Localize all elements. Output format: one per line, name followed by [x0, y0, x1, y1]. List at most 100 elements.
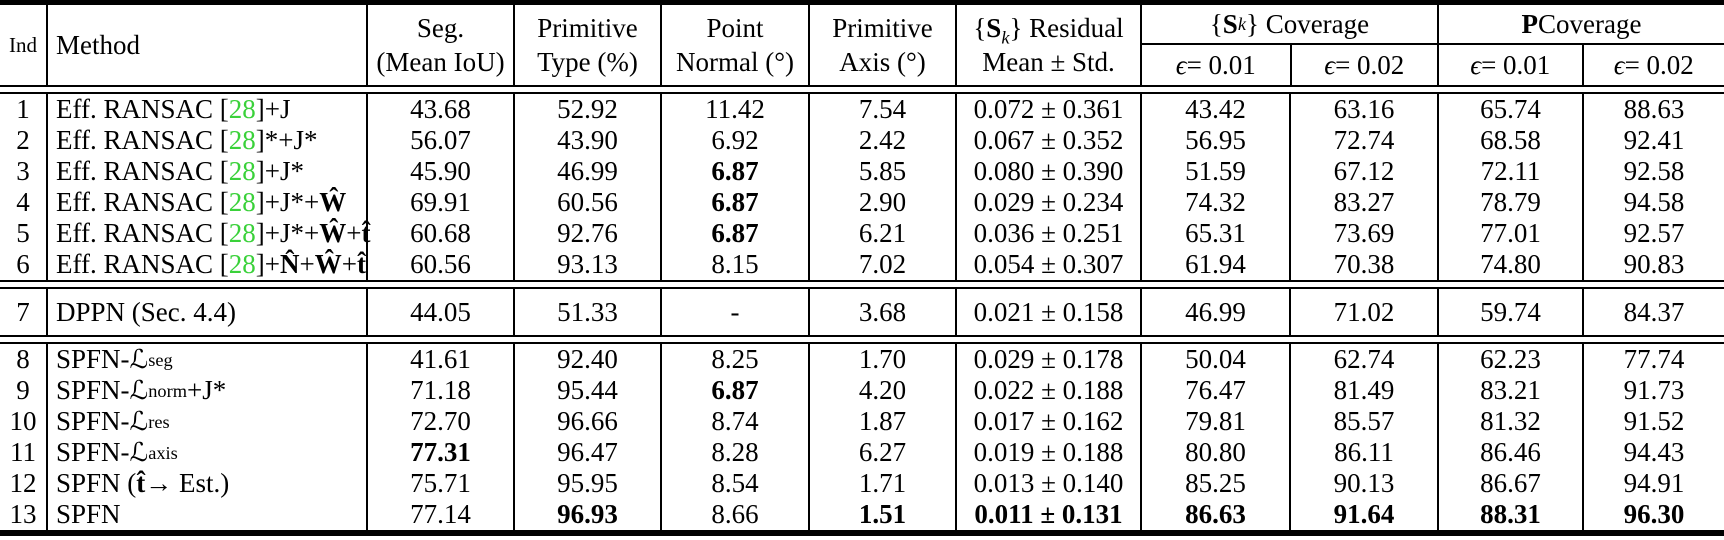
table-row: 7 DPPN (Sec. 4.4) 44.05 51.33-3.68 0.021 ± 0… [0, 289, 1724, 335]
cell-p-coverage-eps001: 88.31 [1437, 499, 1582, 530]
cell-p-coverage-eps002: 90.83 [1582, 249, 1724, 280]
cell-seg-mean-iou: 69.91 [366, 187, 513, 218]
column-group-p-coverage: P Coverage ϵ = 0.01 ϵ = 0.02 [1437, 5, 1724, 85]
header-body-separator-rule [0, 85, 1724, 94]
table-bottom-rule [0, 530, 1724, 536]
cell-method-name: Eff. RANSAC [28]+J*+ Ŵ + t̂ [46, 218, 370, 249]
section-separator-rule [0, 280, 1724, 289]
cell-sk-coverage-eps002: 83.27 [1289, 187, 1437, 218]
cell-sk-residual: 0.019 ± 0.188 [955, 437, 1140, 468]
cell-sk-residual: 0.022 ± 0.188 [955, 375, 1140, 406]
cell-sk-coverage-eps001: 76.47 [1140, 375, 1289, 406]
cell-seg-mean-iou: 72.70 [366, 406, 513, 437]
cell-sk-coverage-eps002: 67.12 [1289, 156, 1437, 187]
column-header-residual-line1: {Sk} Residual [973, 13, 1124, 48]
cell-primitive-type: 96.93 [513, 499, 660, 530]
cell-p-coverage-eps002: 84.37 [1582, 289, 1724, 335]
column-header-normal-line1: Point [706, 13, 764, 43]
cell-point-normal: 6.87 [660, 218, 808, 249]
cell-p-coverage-eps001: 77.01 [1437, 218, 1582, 249]
cell-sk-coverage-eps002: 73.69 [1289, 218, 1437, 249]
cell-seg-mean-iou: 60.56 [366, 249, 513, 280]
cell-row-index: 12 [9, 468, 37, 498]
cell-point-normal: 8.54 [660, 468, 808, 499]
cell-primitive-type: 95.44 [513, 375, 660, 406]
cell-sk-residual: 0.011 ± 0.131 [955, 499, 1140, 530]
cell-sk-residual: 0.054 ± 0.307 [955, 249, 1140, 280]
cell-primitive-type: 43.90 [513, 125, 660, 156]
cell-p-coverage-eps002: 91.52 [1582, 406, 1724, 437]
cell-sk-coverage-eps002: 90.13 [1289, 468, 1437, 499]
table-top-rule [0, 0, 1724, 5]
cell-p-coverage-eps001: 78.79 [1437, 187, 1582, 218]
cell-sk-coverage-eps002: 63.16 [1289, 94, 1437, 125]
column-group-sk-coverage-subheaders: ϵ = 0.01 ϵ = 0.02 [1142, 45, 1437, 85]
cell-point-normal: 8.28 [660, 437, 808, 468]
cell-p-coverage-eps001: 68.58 [1437, 125, 1582, 156]
cell-primitive-type: 95.95 [513, 468, 660, 499]
cell-primitive-type: 52.92 [513, 94, 660, 125]
cell-sk-residual: 0.021 ± 0.158 [955, 289, 1140, 335]
column-header-axis-line1: Primitive [832, 13, 933, 43]
cell-seg-mean-iou: 56.07 [366, 125, 513, 156]
cell-primitive-axis: 6.27 [808, 437, 955, 468]
cell-row-index: 13 [9, 499, 37, 529]
cell-row-index: 11 [10, 437, 36, 467]
column-header-residual-line2: Mean ± Std. [982, 47, 1115, 77]
cell-primitive-axis: 1.51 [808, 499, 955, 530]
column-subheader-p-coverage-eps-1: ϵ = 0.02 [1581, 45, 1724, 85]
cell-sk-coverage-eps002: 70.38 [1289, 249, 1437, 280]
cell-primitive-type: 92.76 [513, 218, 660, 249]
cell-p-coverage-eps001: 83.21 [1437, 375, 1582, 406]
cell-primitive-axis: 4.20 [808, 375, 955, 406]
table-row: 12 SPFN (t̂ → Est.) 75.71 95.95 8.54 1.71 0.01… [0, 468, 1724, 499]
cell-sk-coverage-eps001: 51.59 [1140, 156, 1289, 187]
cell-primitive-axis: 2.42 [808, 125, 955, 156]
cell-seg-mean-iou: 60.68 [366, 218, 513, 249]
column-subheader-sk-coverage-eps-0: ϵ = 0.01 [1175, 49, 1256, 80]
cell-sk-coverage-eps001: 86.63 [1140, 499, 1289, 530]
cell-row-index: 10 [9, 406, 37, 436]
cell-sk-coverage-eps002: 62.74 [1289, 344, 1437, 375]
cell-sk-coverage-eps002: 91.64 [1289, 499, 1437, 530]
cell-method-name: DPPN (Sec. 4.4) [46, 289, 366, 335]
cell-method-name: Eff. RANSAC [28]+ N̂ + Ŵ + t̂ [46, 249, 366, 280]
cell-primitive-type: 92.40 [513, 344, 660, 375]
cell-p-coverage-eps002: 92.41 [1582, 125, 1724, 156]
column-header-residual: {Sk} Residual Mean ± Std. [955, 5, 1140, 85]
cell-primitive-axis: 7.02 [808, 249, 955, 280]
cell-point-normal: 8.66 [660, 499, 808, 530]
cell-p-coverage-eps002: 94.58 [1582, 187, 1724, 218]
cell-point-normal: 6.87 [660, 156, 808, 187]
cell-method-name: Eff. RANSAC [28]+J*+ Ŵ [46, 187, 366, 218]
cell-sk-residual: 0.017 ± 0.162 [955, 406, 1140, 437]
cell-sk-coverage-eps001: 85.25 [1140, 468, 1289, 499]
column-header-normal: Point Normal (°) [660, 5, 808, 85]
cell-sk-coverage-eps002: 81.49 [1289, 375, 1437, 406]
cell-point-normal: 8.25 [660, 344, 808, 375]
column-header-axis-line2: Axis (°) [839, 47, 926, 77]
cell-p-coverage-eps001: 59.74 [1437, 289, 1582, 335]
cell-point-normal: 8.74 [660, 406, 808, 437]
column-header-method: Method [46, 5, 366, 85]
cell-row-index: 2 [16, 125, 30, 155]
cell-row-index: 9 [16, 375, 30, 405]
cell-sk-residual: 0.029 ± 0.234 [955, 187, 1140, 218]
table-row: 6 Eff. RANSAC [28]+ N̂ + Ŵ + t̂ 60.56 93.13 8.15… [0, 249, 1724, 280]
cell-primitive-axis: 3.68 [808, 289, 955, 335]
cell-primitive-axis: 5.85 [808, 156, 955, 187]
table-row: 5 Eff. RANSAC [28]+J*+ Ŵ + t̂ 60.68 92.76 6.87… [0, 218, 1724, 249]
cell-p-coverage-eps001: 86.46 [1437, 437, 1582, 468]
cell-sk-coverage-eps001: 80.80 [1140, 437, 1289, 468]
column-header-type-line1: Primitive [537, 13, 638, 43]
cell-sk-residual: 0.080 ± 0.390 [955, 156, 1140, 187]
cell-method-name: Eff. RANSAC [28]+J [46, 94, 366, 125]
